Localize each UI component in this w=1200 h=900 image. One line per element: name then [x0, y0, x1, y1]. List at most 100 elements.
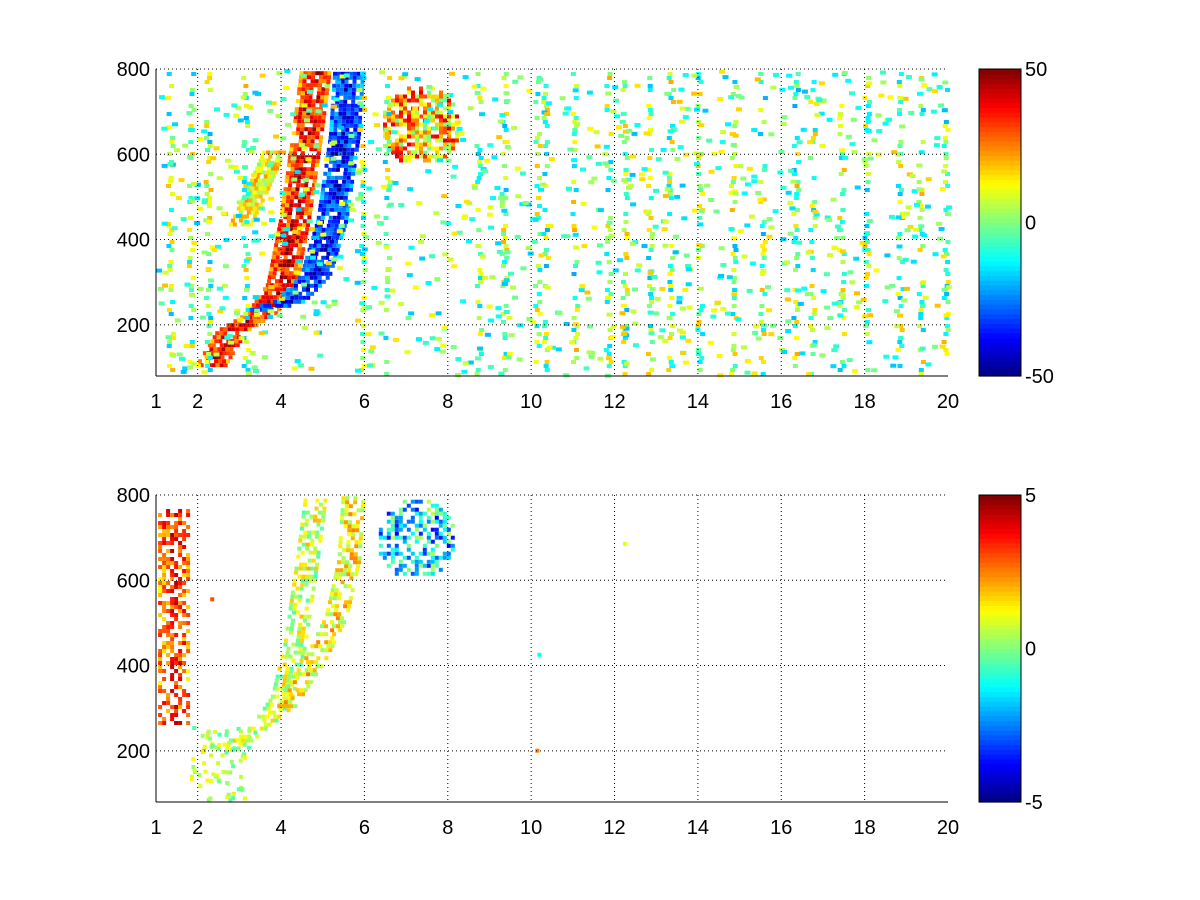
heatmap-cell	[731, 296, 737, 300]
heatmap-cell	[298, 291, 303, 296]
heatmap-cell	[316, 215, 321, 220]
heatmap-cell	[419, 142, 423, 147]
heatmap-cell	[272, 271, 277, 276]
heatmap-cell	[383, 110, 387, 115]
heatmap-cell	[351, 91, 356, 96]
heatmap-cell	[382, 551, 387, 556]
heatmap-cell	[323, 199, 328, 204]
heatmap-cell	[415, 126, 419, 131]
heatmap-cell	[302, 295, 307, 300]
heatmap-cell	[236, 206, 241, 211]
heatmap-cell	[251, 173, 258, 178]
colorbar-step	[979, 83, 1021, 89]
heatmap-cell	[670, 312, 675, 316]
heatmap-cell	[443, 98, 447, 103]
heatmap-cell	[350, 111, 355, 116]
heatmap-cell	[440, 343, 447, 348]
heatmap-cell	[263, 174, 268, 179]
heatmap-cell	[395, 118, 399, 123]
heatmap-cell	[354, 280, 361, 285]
heatmap-cell	[273, 170, 278, 175]
heatmap-cell	[224, 732, 229, 737]
heatmap-cell	[161, 126, 168, 131]
heatmap-cell	[399, 134, 403, 139]
heatmap-cell	[698, 188, 704, 192]
colorbar-step	[979, 600, 1021, 606]
heatmap-cell	[941, 296, 947, 300]
heatmap-cell	[299, 586, 304, 591]
heatmap-cell	[697, 204, 702, 208]
heatmap-cell	[824, 215, 831, 220]
heatmap-cell	[297, 630, 302, 635]
heatmap-cell	[167, 178, 174, 183]
heatmap-cell	[315, 131, 320, 136]
heatmap-cell	[289, 598, 294, 603]
heatmap-cell	[447, 134, 451, 139]
heatmap-cell	[447, 138, 451, 143]
heatmap-cell	[897, 296, 903, 300]
heatmap-cell	[319, 247, 324, 252]
heatmap-cell	[387, 114, 391, 119]
heatmap-cell	[793, 236, 799, 240]
heatmap-cell	[430, 547, 435, 552]
heatmap-cell	[306, 139, 311, 144]
heatmap-cell	[170, 573, 175, 577]
colorbar-step	[979, 610, 1021, 616]
heatmap-cell	[238, 729, 243, 734]
heatmap-cell	[170, 144, 176, 148]
heatmap-cell	[286, 287, 290, 292]
heatmap-cell	[410, 531, 415, 536]
heatmap-cell	[332, 215, 337, 220]
heatmap-cell	[841, 272, 847, 276]
heatmap-cell	[310, 652, 315, 657]
heatmap-cell	[254, 210, 259, 215]
heatmap-cell	[839, 292, 846, 297]
heatmap-cell	[344, 219, 348, 224]
heatmap-cell	[320, 243, 325, 248]
heatmap-cell	[227, 327, 232, 332]
heatmap-cell	[699, 356, 705, 360]
heatmap-cell	[566, 186, 572, 191]
heatmap-cell	[350, 536, 355, 541]
heatmap-cell	[186, 669, 191, 673]
heatmap-cell	[225, 158, 232, 163]
heatmap-cell	[191, 241, 198, 246]
heatmap-cell	[228, 355, 233, 360]
heatmap-cell	[258, 206, 265, 211]
heatmap-cell	[786, 73, 793, 78]
heatmap-cell	[841, 332, 847, 336]
heatmap-cell	[837, 228, 843, 233]
heatmap-cell	[435, 146, 439, 151]
heatmap-cell	[361, 76, 367, 80]
heatmap-cell	[289, 199, 294, 204]
heatmap-cell	[178, 649, 183, 653]
heatmap-cell	[854, 185, 861, 190]
heatmap-cell	[158, 721, 163, 725]
heatmap-cell	[170, 332, 176, 336]
heatmap-cell	[182, 661, 187, 665]
heatmap-cell	[284, 670, 289, 675]
heatmap-cell	[785, 190, 792, 195]
heatmap-cell	[245, 738, 249, 743]
heatmap-cell	[311, 530, 316, 535]
heatmap-cell	[438, 519, 443, 524]
heatmap-cell	[339, 616, 344, 621]
heatmap-cell	[506, 315, 513, 320]
heatmap-cell	[176, 352, 183, 357]
heatmap-cell	[535, 92, 541, 96]
heatmap-cell	[285, 122, 291, 127]
heatmap-cell	[442, 252, 449, 257]
heatmap-cell	[313, 514, 318, 519]
heatmap-cell	[593, 130, 600, 135]
heatmap-cell	[898, 324, 903, 328]
heatmap-cell	[234, 339, 239, 344]
heatmap-cell	[403, 154, 407, 159]
heatmap-cell	[208, 188, 214, 192]
heatmap-cell	[158, 589, 163, 593]
heatmap-cell	[337, 131, 342, 136]
heatmap-cell	[262, 186, 267, 191]
heatmap-cell	[450, 523, 455, 528]
heatmap-cell	[262, 330, 268, 335]
heatmap-cell	[174, 529, 179, 533]
heatmap-cell	[360, 144, 366, 148]
